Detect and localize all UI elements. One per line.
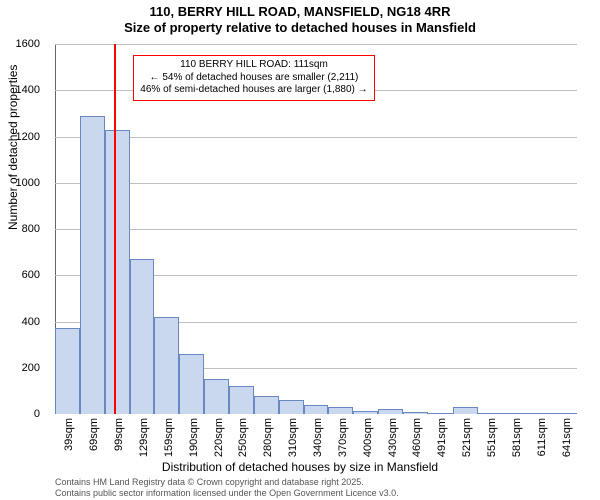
- y-tick-label: 1200: [0, 131, 40, 143]
- histogram-bar: [179, 354, 204, 414]
- gridline-h: [55, 137, 577, 138]
- histogram-bar: [428, 413, 453, 414]
- plot-area: 110 BERRY HILL ROAD: 111sqm← 54% of deta…: [55, 44, 577, 414]
- x-tick-label: 641sqm: [561, 418, 573, 457]
- x-tick-label: 250sqm: [237, 418, 249, 457]
- y-tick-label: 400: [0, 316, 40, 328]
- y-tick-label: 200: [0, 362, 40, 374]
- x-tick-label: 310sqm: [287, 418, 299, 457]
- histogram-bar: [502, 413, 527, 414]
- x-tick-label: 400sqm: [362, 418, 374, 457]
- histogram-bar: [304, 405, 329, 414]
- property-marker-line: [114, 44, 116, 414]
- annotation-line: 46% of semi-detached houses are larger (…: [140, 84, 367, 97]
- histogram-bar: [229, 386, 254, 414]
- chart-title-block: 110, BERRY HILL ROAD, MANSFIELD, NG18 4R…: [0, 0, 600, 35]
- x-tick-label: 220sqm: [213, 418, 225, 457]
- histogram-bar: [378, 409, 403, 414]
- annotation-callout: 110 BERRY HILL ROAD: 111sqm← 54% of deta…: [133, 55, 374, 101]
- x-tick-label: 340sqm: [312, 418, 324, 457]
- x-tick-label: 521sqm: [461, 418, 473, 457]
- x-tick-label: 280sqm: [262, 418, 274, 457]
- x-tick-label: 39sqm: [63, 418, 75, 451]
- x-axis-label: Distribution of detached houses by size …: [0, 460, 600, 474]
- histogram-bar: [353, 411, 378, 414]
- attribution-text: Contains HM Land Registry data © Crown c…: [55, 477, 399, 499]
- chart-title-address: 110, BERRY HILL ROAD, MANSFIELD, NG18 4R…: [0, 4, 600, 19]
- x-tick-label: 611sqm: [536, 418, 548, 456]
- y-tick-label: 800: [0, 223, 40, 235]
- histogram-bar: [403, 412, 428, 414]
- attribution-line-2: Contains public sector information licen…: [55, 488, 399, 499]
- attribution-line-1: Contains HM Land Registry data © Crown c…: [55, 477, 399, 488]
- histogram-bar: [80, 116, 105, 414]
- y-tick-label: 1000: [0, 177, 40, 189]
- histogram-bar: [279, 400, 304, 414]
- histogram-bar: [453, 407, 478, 414]
- x-tick-label: 129sqm: [138, 418, 150, 457]
- x-tick-label: 460sqm: [411, 418, 423, 457]
- x-tick-label: 581sqm: [511, 418, 523, 457]
- x-tick-label: 159sqm: [163, 418, 175, 457]
- histogram-bar: [105, 130, 130, 414]
- chart-title-subtitle: Size of property relative to detached ho…: [0, 20, 600, 35]
- x-tick-label: 551sqm: [486, 418, 498, 457]
- x-tick-label: 491sqm: [436, 418, 448, 457]
- x-tick-label: 190sqm: [188, 418, 200, 457]
- y-tick-label: 1600: [0, 38, 40, 50]
- gridline-h: [55, 44, 577, 45]
- histogram-bar: [130, 259, 155, 414]
- y-tick-label: 0: [0, 408, 40, 420]
- x-tick-label: 370sqm: [337, 418, 349, 457]
- histogram-bar: [478, 413, 503, 414]
- gridline-h: [55, 229, 577, 230]
- y-tick-label: 600: [0, 269, 40, 281]
- histogram-bar: [328, 407, 353, 414]
- histogram-bar: [154, 317, 179, 414]
- histogram-bar: [204, 379, 229, 414]
- x-tick-label: 430sqm: [387, 418, 399, 457]
- histogram-bar: [527, 413, 552, 414]
- y-tick-label: 1400: [0, 84, 40, 96]
- annotation-line: 110 BERRY HILL ROAD: 111sqm: [140, 59, 367, 72]
- x-tick-label: 99sqm: [113, 418, 125, 451]
- annotation-line: ← 54% of detached houses are smaller (2,…: [140, 72, 367, 85]
- gridline-h: [55, 183, 577, 184]
- histogram-bar: [552, 413, 577, 414]
- histogram-bar: [254, 396, 279, 415]
- histogram-bar: [55, 328, 80, 414]
- x-tick-label: 69sqm: [88, 418, 100, 451]
